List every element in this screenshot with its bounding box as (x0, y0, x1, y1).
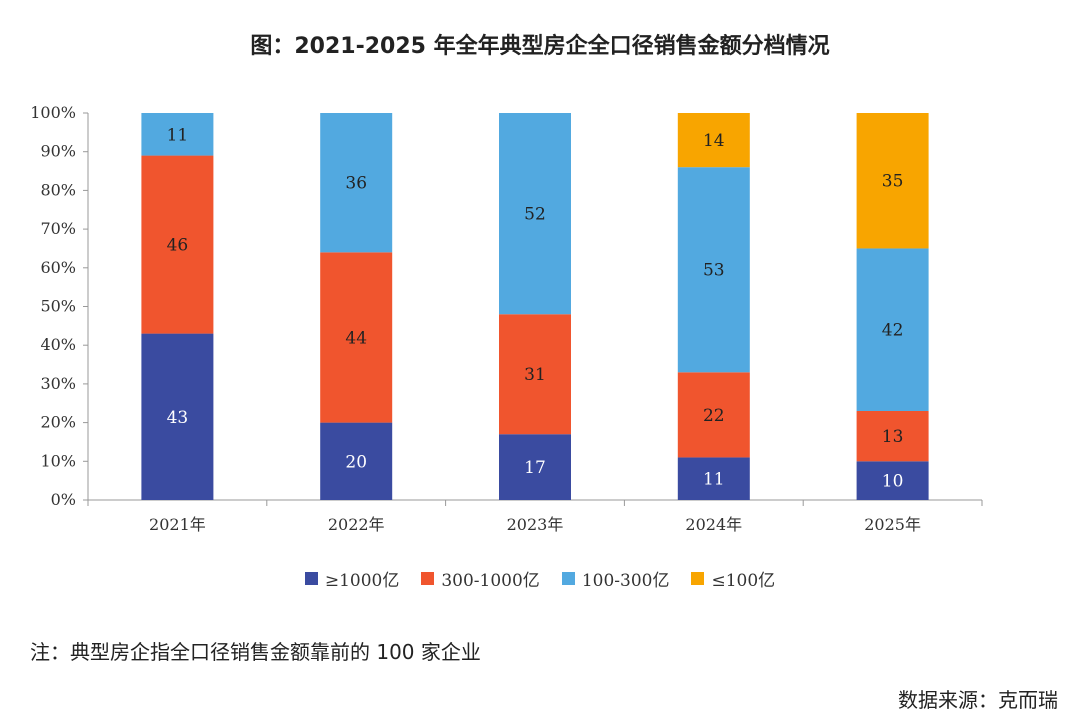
legend-item: 100-300亿 (561, 566, 670, 591)
data-label: 31 (524, 365, 546, 385)
data-label: 35 (882, 172, 904, 192)
bar-segment (320, 422, 393, 500)
x-tick-label: 2024年 (685, 515, 742, 534)
chart-plot: 0% 10% 20% 30% 40% 50% 60% 70% 80% 90% 100% 43 46 11 2… (30, 103, 983, 534)
data-label: 13 (882, 427, 904, 447)
data-label: 44 (345, 328, 367, 348)
legend-label: ≥1000亿 (324, 571, 400, 591)
legend-swatch (691, 572, 705, 585)
bar-segment (320, 252, 393, 423)
y-tick-label: 30% (40, 374, 76, 393)
bar-segment (141, 333, 214, 500)
data-label: 53 (703, 261, 725, 281)
data-label: 22 (703, 406, 725, 426)
data-label: 46 (167, 236, 189, 256)
y-tick-label: 10% (40, 451, 76, 470)
x-tick-label: 2023年 (507, 515, 564, 534)
bar-segment (856, 410, 929, 462)
bar-segment (677, 457, 750, 500)
y-tick-label: 60% (40, 258, 76, 277)
y-tick-label: 80% (40, 180, 76, 199)
bar-segment (499, 434, 571, 500)
legend: ≥1000亿 300-1000亿 100-300亿 ≤100亿 (0, 566, 1080, 591)
y-tick-label: 70% (40, 219, 76, 238)
bar-segment (677, 167, 750, 373)
data-label: 17 (524, 458, 546, 478)
data-label: 42 (882, 321, 904, 341)
data-label: 10 (882, 472, 904, 492)
bar-segment (499, 314, 571, 435)
bar-segment (141, 113, 214, 156)
bar-segment (677, 113, 750, 168)
bar-segment (677, 372, 750, 458)
y-tick-label: 40% (40, 335, 76, 354)
legend-label: ≤100亿 (711, 571, 776, 591)
x-tick-label: 2021年 (149, 515, 206, 534)
legend-label: 100-300亿 (581, 571, 670, 591)
bar-segment (141, 155, 214, 334)
legend-swatch (561, 572, 575, 585)
legend-swatch (304, 572, 318, 585)
data-label: 43 (167, 408, 189, 428)
y-tick-label: 20% (40, 413, 76, 432)
footnote: 注：典型房企指全口径销售金额靠前的 100 家企业 (30, 640, 481, 664)
y-tick-label: 0% (51, 490, 76, 509)
data-label: 11 (703, 470, 725, 490)
bar-segment (499, 113, 571, 315)
data-label: 11 (167, 125, 189, 145)
bar-segment (856, 248, 929, 411)
x-tick-label: 2025年 (864, 515, 921, 534)
data-label: 36 (345, 174, 367, 194)
chart-title: 图：2021-2025 年全年典型房企全口径销售金额分档情况 (250, 34, 830, 59)
bar-segment (856, 113, 929, 249)
data-source: 数据来源：克而瑞 (898, 688, 1058, 712)
bar-segment (856, 461, 929, 500)
legend-item: 300-1000亿 (421, 566, 540, 591)
legend-label: 300-1000亿 (441, 571, 540, 591)
y-tick-label: 90% (40, 142, 76, 161)
x-tick-label: 2022年 (328, 515, 385, 534)
legend-swatch (421, 572, 435, 585)
bar-segment (320, 113, 393, 253)
legend-item: ≥1000亿 (304, 566, 400, 591)
data-label: 52 (524, 205, 546, 225)
y-tick-label: 50% (40, 297, 76, 316)
data-label: 20 (345, 452, 367, 472)
data-label: 14 (703, 131, 725, 151)
legend-item: ≤100亿 (691, 566, 775, 591)
y-tick-label: 100% (30, 103, 76, 122)
